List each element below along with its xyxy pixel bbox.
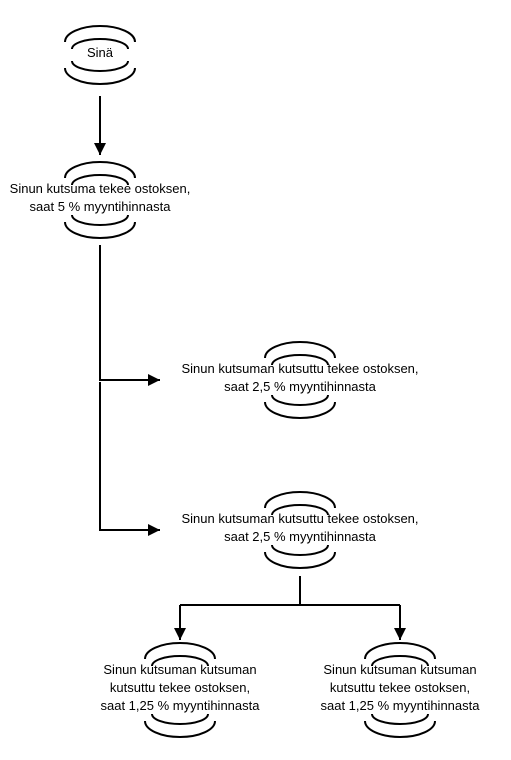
- node-n2: Sinun kutsuma tekee ostoksen, saat 5 % my…: [10, 162, 191, 238]
- node-n5-line1: kutsuttu tekee ostoksen,: [110, 680, 250, 695]
- node-n5-bottom-inner-arc: [152, 714, 208, 724]
- node-n3: Sinun kutsuman kutsuttu tekee ostoksen, s…: [181, 342, 418, 418]
- node-n3-line0: Sinun kutsuman kutsuttu tekee ostoksen,: [181, 361, 418, 376]
- node-n5-line2: saat 1,25 % myyntihinnasta: [101, 698, 261, 713]
- node-n6-bottom-inner-arc: [372, 714, 428, 724]
- node-n6: Sinun kutsuman kutsuman kutsuttu tekee os…: [321, 643, 481, 737]
- node-n6-line1: kutsuttu tekee ostoksen,: [330, 680, 470, 695]
- edge-1: [100, 245, 160, 380]
- node-n3-line1: saat 2,5 % myyntihinnasta: [224, 379, 377, 394]
- node-n2-bottom-inner-arc: [72, 215, 128, 225]
- node-n1: Sinä: [65, 26, 135, 84]
- node-n6-line0: Sinun kutsuman kutsuman: [323, 662, 476, 677]
- nodes-layer: Sinä Sinun kutsuma tekee ostoksen, saat 5 …: [10, 26, 481, 737]
- node-n6-line2: saat 1,25 % myyntihinnasta: [321, 698, 481, 713]
- node-n1-bottom-inner-arc: [72, 61, 128, 71]
- node-n4-line0: Sinun kutsuman kutsuttu tekee ostoksen,: [181, 511, 418, 526]
- edge-2: [100, 382, 160, 530]
- node-n2-line0: Sinun kutsuma tekee ostoksen,: [10, 181, 191, 196]
- node-n3-bottom-inner-arc: [272, 395, 328, 405]
- referral-tree-diagram: Sinä Sinun kutsuma tekee ostoksen, saat 5 …: [0, 0, 511, 760]
- node-n5: Sinun kutsuman kutsuman kutsuttu tekee os…: [101, 643, 261, 737]
- node-n2-line1: saat 5 % myyntihinnasta: [30, 199, 172, 214]
- node-n5-line0: Sinun kutsuman kutsuman: [103, 662, 256, 677]
- node-n4-line1: saat 2,5 % myyntihinnasta: [224, 529, 377, 544]
- node-n4: Sinun kutsuman kutsuttu tekee ostoksen, s…: [181, 492, 418, 568]
- node-n4-bottom-inner-arc: [272, 545, 328, 555]
- node-n1-line0: Sinä: [87, 45, 114, 60]
